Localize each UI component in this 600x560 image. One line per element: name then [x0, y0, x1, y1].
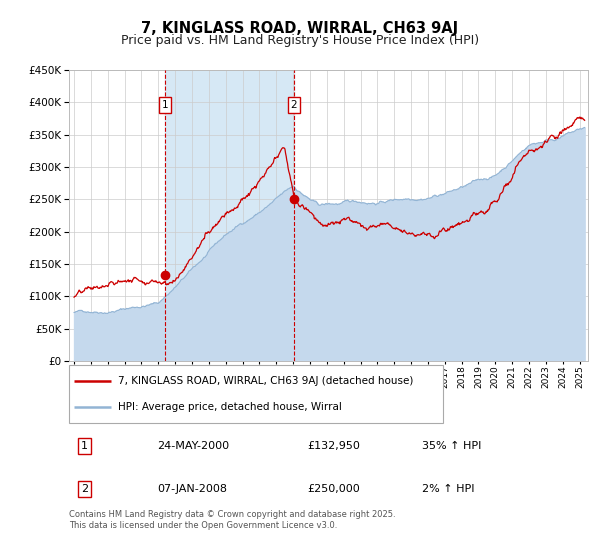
Text: 07-JAN-2008: 07-JAN-2008: [157, 484, 227, 494]
Text: 1: 1: [81, 441, 88, 451]
Text: 35% ↑ HPI: 35% ↑ HPI: [422, 441, 481, 451]
FancyBboxPatch shape: [69, 365, 443, 423]
Text: £132,950: £132,950: [308, 441, 361, 451]
Text: 7, KINGLASS ROAD, WIRRAL, CH63 9AJ (detached house): 7, KINGLASS ROAD, WIRRAL, CH63 9AJ (deta…: [118, 376, 413, 386]
Text: Contains HM Land Registry data © Crown copyright and database right 2025.
This d: Contains HM Land Registry data © Crown c…: [69, 510, 395, 530]
Text: 2: 2: [290, 100, 297, 110]
Text: £250,000: £250,000: [308, 484, 361, 494]
Text: 24-MAY-2000: 24-MAY-2000: [157, 441, 229, 451]
Text: HPI: Average price, detached house, Wirral: HPI: Average price, detached house, Wirr…: [118, 402, 342, 412]
Bar: [165, 70, 293, 361]
Text: Price paid vs. HM Land Registry's House Price Index (HPI): Price paid vs. HM Land Registry's House …: [121, 34, 479, 46]
Text: 2: 2: [81, 484, 88, 494]
Text: 7, KINGLASS ROAD, WIRRAL, CH63 9AJ: 7, KINGLASS ROAD, WIRRAL, CH63 9AJ: [142, 21, 458, 36]
Text: 1: 1: [161, 100, 168, 110]
Text: 2% ↑ HPI: 2% ↑ HPI: [422, 484, 475, 494]
